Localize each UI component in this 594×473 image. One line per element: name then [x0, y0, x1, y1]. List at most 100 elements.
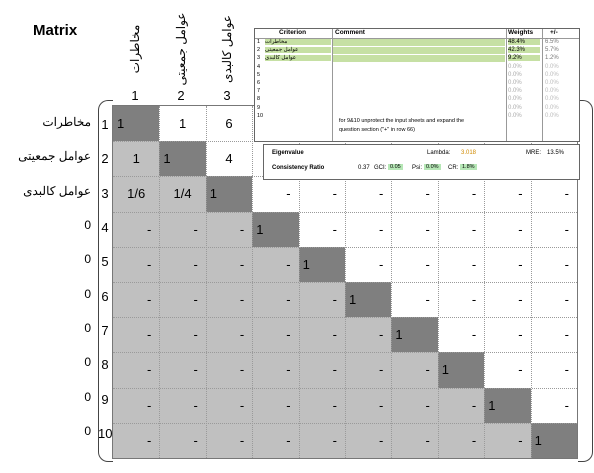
matrix-cell[interactable]: -	[437, 176, 485, 212]
criterion-number: 2	[257, 47, 261, 54]
matrix-cell[interactable]: -	[484, 246, 531, 282]
matrix-cell[interactable]: -	[298, 176, 345, 212]
criterion-number: 5	[257, 71, 261, 78]
criterion-pm: 0.0%	[545, 88, 559, 95]
psi-label: Psi:	[412, 165, 423, 171]
matrix-cell: 1	[484, 387, 531, 423]
matrix-cell[interactable]: -	[530, 352, 577, 388]
matrix-cell: -	[193, 256, 198, 272]
matrix-cell: -	[332, 397, 337, 413]
matrix-cell: -	[379, 432, 384, 448]
mre-value: 13.5%	[547, 150, 565, 156]
matrix-cell[interactable]: -	[530, 246, 577, 282]
criterion-number: 8	[257, 96, 261, 103]
row-label: 0	[84, 218, 91, 232]
matrix-cell: -	[239, 221, 245, 237]
matrix-cell: -	[471, 432, 477, 448]
column-number: 3	[204, 88, 250, 106]
eigenvalue-label: Eigenvalue	[272, 150, 304, 156]
cr-value: 0.37	[358, 165, 370, 171]
consistency-ratio-label: Consistency Ratio	[272, 165, 325, 171]
matrix-cell[interactable]: -	[484, 176, 531, 212]
matrix-cell: 1/6	[127, 186, 146, 202]
grid-line	[113, 282, 577, 283]
cr2-label: CR:	[448, 165, 459, 171]
criterion-number: 6	[257, 80, 261, 86]
matrix-cell: -	[193, 432, 198, 448]
comment-cell[interactable]	[333, 55, 505, 63]
matrix-cell: -	[147, 292, 152, 307]
criterion-pm: 6.5%	[545, 39, 559, 45]
column-header-3: عوامل کالبدی	[204, 10, 250, 88]
matrix-cell: -	[147, 362, 152, 378]
matrix-cell: -	[425, 432, 430, 448]
comment-header: Comment	[335, 29, 365, 36]
criterion-number: 1	[257, 39, 261, 45]
criterion-weight: 0.0%	[508, 112, 522, 119]
row-number: 10	[98, 426, 113, 441]
matrix-cell[interactable]: -	[484, 352, 531, 388]
matrix-cell: -	[147, 432, 152, 448]
criterion-pm: 0.0%	[545, 112, 559, 119]
row-label: 0	[84, 390, 91, 404]
matrix-cell: -	[518, 432, 523, 448]
matrix-cell[interactable]: -	[437, 246, 485, 282]
row-number: 5	[101, 254, 109, 269]
lambda-label: Lambda:	[427, 150, 451, 156]
matrix-cell[interactable]: -	[530, 176, 577, 212]
pm-header: +/-	[550, 29, 558, 36]
matrix-cell[interactable]: -	[391, 176, 438, 212]
matrix-cell[interactable]: 4	[205, 141, 253, 177]
panel-note-line2: question section ("+" in row 66)	[339, 127, 415, 133]
matrix-cell[interactable]: -	[345, 246, 392, 282]
comment-cell[interactable]	[333, 39, 505, 46]
criterion-number: 4	[257, 63, 261, 70]
matrix-cell: -	[239, 432, 245, 448]
criterion-weight: 42.3%	[508, 47, 540, 54]
matrix-cell[interactable]: -	[391, 246, 438, 282]
criterion-pm: 0.0%	[545, 104, 559, 111]
row-label: مخاطرات	[42, 115, 91, 129]
matrix-cell: -	[147, 221, 152, 237]
matrix-cell[interactable]: -	[484, 317, 531, 353]
matrix-cell[interactable]: -	[530, 387, 577, 423]
criterion-name[interactable]: عوامل جمعیتی	[265, 47, 331, 54]
matrix-cell: -	[147, 256, 152, 272]
criterion-pm: 0.0%	[545, 63, 559, 70]
criterion-name[interactable]: عوامل کالبدی	[265, 55, 331, 62]
column-number: 2	[158, 88, 204, 106]
mre-label: MRE:	[526, 150, 541, 156]
grid-line	[113, 352, 577, 354]
matrix-cell[interactable]: -	[298, 211, 345, 247]
matrix-cell[interactable]: -	[484, 282, 531, 318]
matrix-cell[interactable]: -	[391, 282, 438, 318]
matrix-cell[interactable]: -	[530, 282, 577, 318]
matrix-cell[interactable]: -	[484, 211, 531, 247]
matrix-cell[interactable]: -	[530, 317, 577, 353]
matrix-cell: -	[332, 292, 337, 307]
matrix-cell: -	[193, 221, 198, 237]
column-header-1: مخاطرات	[112, 10, 158, 88]
matrix-cell[interactable]: -	[345, 176, 392, 212]
matrix-cell: 1	[252, 211, 299, 247]
criterion-weight: 0.0%	[508, 96, 522, 103]
matrix-cell[interactable]: -	[252, 176, 299, 212]
matrix-cell[interactable]: -	[437, 282, 485, 318]
matrix-cell[interactable]: 1	[159, 106, 206, 142]
matrix-cell[interactable]: -	[530, 211, 577, 247]
matrix-cell: 1	[113, 106, 160, 142]
column-header-2: عوامل جمعیتی	[158, 10, 204, 88]
matrix-cell[interactable]: -	[345, 211, 392, 247]
matrix-cell[interactable]: 6	[205, 106, 253, 142]
matrix-cell: -	[425, 397, 430, 413]
matrix-cell: 1	[132, 151, 140, 167]
criterion-name[interactable]: مخاطرات	[265, 39, 331, 45]
matrix-cell[interactable]: -	[437, 317, 485, 353]
comment-cell[interactable]	[333, 47, 505, 55]
matrix-cell[interactable]: -	[437, 211, 485, 247]
row-label: عوامل جمعیتی	[18, 149, 91, 163]
matrix-cell[interactable]: -	[391, 211, 438, 247]
matrix-cell: -	[193, 362, 198, 378]
matrix-cell: -	[147, 397, 152, 413]
gci-label: GCI:	[374, 165, 387, 171]
